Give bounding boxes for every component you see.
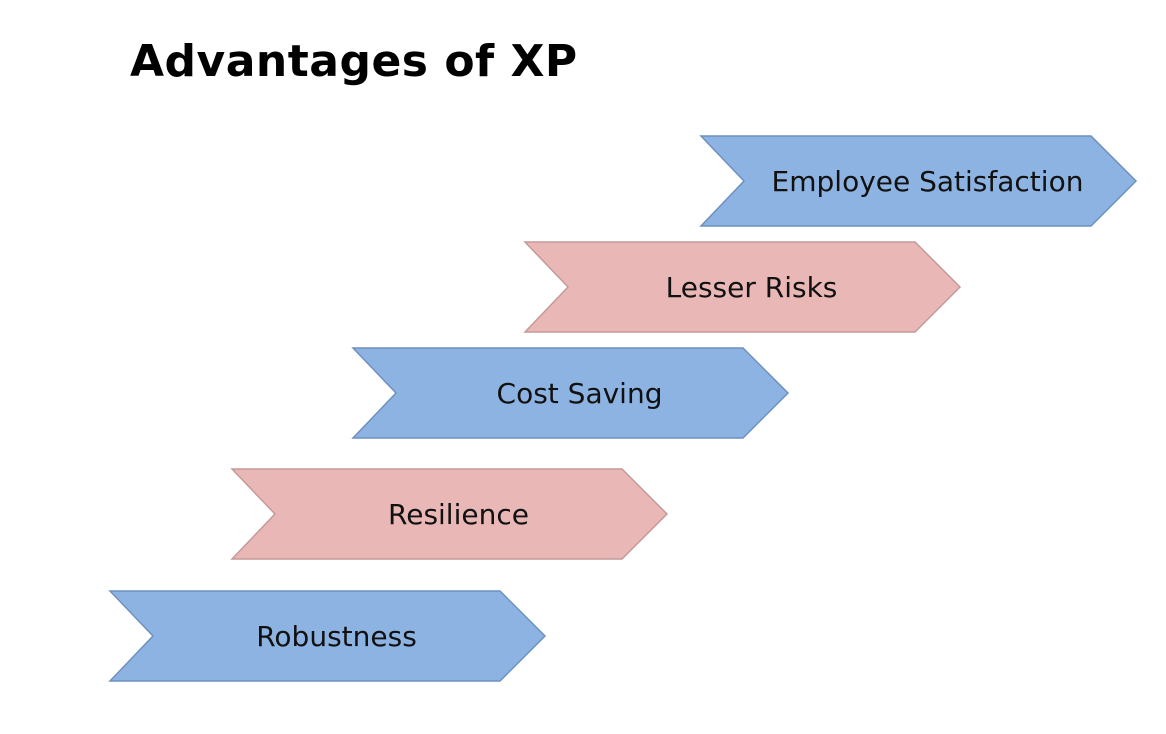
chevron-label-cost-saving: Cost Saving bbox=[497, 377, 663, 410]
chevron-step-cost-saving: Cost Saving bbox=[351, 347, 790, 439]
chevron-label-robustness: Robustness bbox=[256, 620, 417, 653]
chevron-step-resilience: Resilience bbox=[230, 468, 669, 560]
chevron-step-lesser-risks: Lesser Risks bbox=[523, 241, 962, 333]
chevron-step-employee-satisfaction: Employee Satisfaction bbox=[699, 135, 1138, 227]
chevron-shape-robustness bbox=[108, 590, 547, 682]
chevron-shape-lesser-risks bbox=[523, 241, 962, 333]
chevron-shape-cost-saving bbox=[351, 347, 790, 439]
chevron-shape-resilience bbox=[230, 468, 669, 560]
chevron-label-employee-satisfaction: Employee Satisfaction bbox=[772, 165, 1084, 198]
chevron-label-resilience: Resilience bbox=[388, 498, 529, 531]
chevron-label-lesser-risks: Lesser Risks bbox=[666, 271, 838, 304]
chevron-shape-employee-satisfaction bbox=[699, 135, 1138, 227]
chevron-step-robustness: Robustness bbox=[108, 590, 547, 682]
page-title: Advantages of XP bbox=[130, 36, 578, 87]
